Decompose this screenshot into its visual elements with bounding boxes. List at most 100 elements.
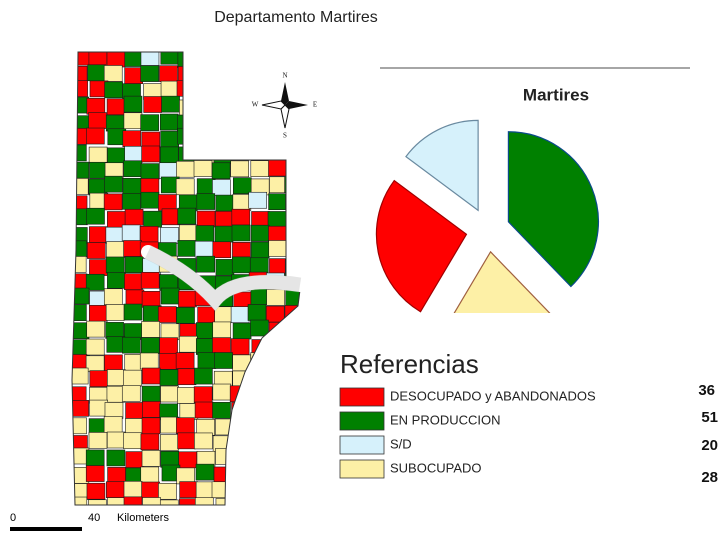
map-patch (159, 146, 179, 164)
map-patch (285, 323, 300, 341)
map-title: Departamento Martires (214, 9, 378, 26)
map-patch (232, 496, 252, 505)
map-patch (72, 256, 87, 273)
map-patch (72, 304, 87, 321)
map-patch (72, 417, 87, 435)
map-patch (178, 335, 198, 353)
map-patch (247, 304, 267, 321)
province-outline (71, 51, 301, 506)
map-patch (286, 243, 300, 260)
map-patch (89, 259, 108, 276)
map-patch (72, 367, 89, 385)
map-patch (103, 193, 123, 211)
map-patch (284, 305, 300, 322)
map-patch (250, 224, 270, 242)
map-patch (179, 481, 198, 498)
map-patch (267, 352, 287, 370)
map-patch (139, 352, 159, 370)
map-patch (159, 353, 178, 370)
map-patch (85, 355, 105, 373)
map-patch (107, 467, 126, 484)
map-patch (123, 112, 143, 130)
map-patch (230, 435, 250, 452)
map-patch (305, 433, 323, 449)
map-patch (305, 209, 323, 225)
map-patch (269, 258, 288, 275)
map-patch (105, 322, 124, 339)
map-patch (125, 451, 145, 468)
map-patch (196, 97, 216, 114)
map-patch (306, 241, 324, 257)
map-patch (194, 113, 214, 131)
map-patch (140, 337, 160, 354)
map-patch (106, 449, 126, 467)
map-patch (88, 146, 108, 164)
map-patch (161, 95, 180, 113)
scale-unit: Kilometers (117, 512, 169, 524)
map-patch (232, 322, 252, 340)
map-patch (141, 417, 161, 435)
map-patch (267, 447, 287, 465)
map-patch (305, 369, 323, 385)
map-patch (196, 210, 216, 228)
map-patch (230, 160, 249, 178)
map-patch (196, 80, 215, 98)
map-patch (232, 177, 252, 194)
map-patch (177, 432, 196, 450)
map-patch (106, 52, 126, 68)
map-patch (141, 131, 161, 149)
map-patch (285, 224, 300, 242)
map-patch (267, 367, 286, 385)
map-patch (178, 224, 198, 242)
map-patch (305, 499, 323, 515)
map-patch (140, 466, 160, 484)
map-patch (214, 306, 233, 324)
map-patch (72, 496, 88, 505)
map-patch (214, 66, 233, 83)
map-patch (248, 128, 267, 146)
map-patch (305, 355, 323, 371)
map-patch (86, 127, 105, 145)
map-patch (214, 52, 234, 67)
map-patch (124, 208, 144, 226)
map-patch (231, 144, 250, 161)
map-patch (159, 369, 179, 386)
map-patch (124, 67, 143, 84)
map-patch (265, 305, 285, 323)
map-patch (232, 113, 251, 131)
map-patch (193, 386, 213, 403)
map-patch (250, 319, 269, 337)
pie-slice (405, 119, 479, 212)
map-patch (87, 64, 106, 82)
map-patch (287, 79, 300, 97)
map-patch (141, 291, 161, 308)
map-patch (72, 400, 89, 417)
map-patch (213, 147, 233, 165)
map-patch (105, 226, 125, 244)
map-patch (231, 208, 251, 226)
map-patch (140, 433, 160, 451)
map-patch (197, 306, 216, 324)
map-patch (194, 432, 213, 450)
map-patch (139, 226, 159, 243)
map-patch (286, 495, 300, 505)
map-patch (106, 481, 125, 498)
map-patch (265, 83, 285, 100)
map-patch (231, 451, 250, 469)
scale-start: 0 (10, 512, 16, 524)
map-patch (123, 432, 142, 450)
map-patch (284, 367, 300, 385)
map-patch (141, 145, 160, 163)
map-patch (196, 255, 216, 273)
map-patch (232, 242, 251, 259)
map-patch (196, 131, 216, 149)
map-patch (160, 287, 180, 305)
map-patch (304, 337, 322, 353)
map-patch (197, 352, 217, 369)
map-patch (86, 482, 106, 500)
map-patch (303, 163, 321, 179)
map-patch (250, 448, 270, 466)
map-patch (72, 96, 90, 114)
map-patch (123, 369, 142, 387)
